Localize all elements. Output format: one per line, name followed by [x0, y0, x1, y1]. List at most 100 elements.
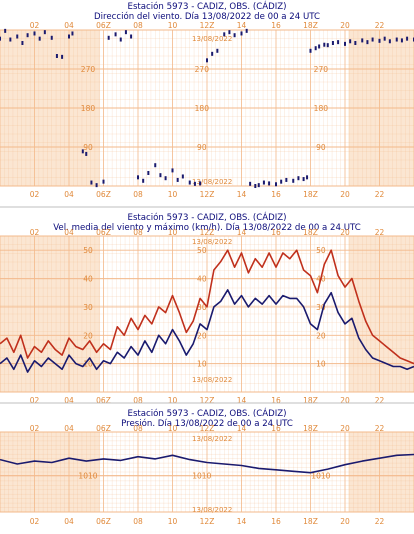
x-tick-label-bottom: 18Z — [303, 517, 318, 526]
chart-title: Estación 5973 - CADIZ, OBS. (CÁDIZ) — [128, 211, 287, 223]
x-tick-label-bottom: 04 — [64, 396, 74, 405]
y-tick-label: 10 — [197, 360, 207, 369]
x-tick-label-top: 04 — [64, 21, 74, 30]
wind-direction-point — [326, 43, 329, 48]
x-tick-label-bottom: 16 — [271, 396, 281, 405]
date-label-bottom: 13/08/2022 — [192, 376, 232, 384]
x-tick-label-top: 06Z — [96, 21, 111, 30]
x-tick-label-bottom: 08 — [133, 517, 143, 526]
wind-direction-point — [193, 181, 196, 186]
wind-direction-point — [268, 181, 271, 186]
y-tick-label: 50 — [197, 246, 207, 255]
y-tick-label: 270 — [195, 65, 210, 74]
y-tick-label: 180 — [81, 104, 96, 113]
wind-direction-point — [188, 180, 191, 185]
x-tick-label-bottom: 20 — [340, 517, 350, 526]
wind-direction-point — [306, 175, 309, 180]
date-label-bottom: 13/08/2022 — [192, 506, 232, 514]
wind-direction-point — [349, 39, 352, 44]
y-tick-label: 20 — [197, 331, 207, 340]
x-tick-label-bottom: 14 — [237, 190, 247, 199]
wind-direction-point — [114, 32, 117, 37]
y-tick-label: 180 — [195, 104, 210, 113]
wind-direction-point — [309, 48, 312, 53]
wind-direction-point — [130, 34, 133, 39]
wind-direction-point — [262, 180, 265, 185]
wind-direction-point — [4, 28, 7, 33]
series-line-max — [0, 249, 414, 365]
wind-direction-point — [292, 178, 295, 183]
wind-direction-point — [257, 183, 260, 188]
chart-panel-1: Estación 5973 - CADIZ, OBS. (CÁDIZ)Direc… — [0, 0, 414, 199]
x-tick-label-bottom: 14 — [237, 517, 247, 526]
wind-direction-point — [61, 54, 64, 59]
x-tick-label-top: 10 — [168, 21, 178, 30]
chart-subtitle: Presión. Día 13/08/2022 de 00 a 24 UTC — [121, 418, 293, 429]
x-tick-label-bottom: 08 — [133, 190, 143, 199]
wind-direction-point — [50, 35, 53, 40]
y-tick-label: 10 — [83, 360, 93, 369]
y-tick-label: 1010 — [78, 472, 97, 481]
y-tick-label: 90 — [83, 143, 93, 152]
y-tick-label: 1010 — [192, 472, 211, 481]
x-tick-label-bottom: 18Z — [303, 396, 318, 405]
x-tick-label-top: 10 — [168, 424, 178, 433]
wind-direction-point — [323, 42, 326, 47]
x-tick-label-bottom: 08 — [133, 396, 143, 405]
wind-direction-point — [181, 174, 184, 179]
wind-direction-point — [371, 37, 374, 42]
x-tick-label-top: 08 — [133, 424, 143, 433]
wind-direction-point — [26, 33, 29, 38]
y-tick-label: 30 — [83, 303, 93, 312]
wind-direction-point — [228, 30, 231, 35]
x-tick-label-bottom: 10 — [168, 517, 178, 526]
wind-direction-point — [95, 183, 98, 188]
wind-direction-point — [85, 151, 88, 156]
x-tick-label-top: 16 — [271, 21, 281, 30]
x-tick-label-top: 18Z — [303, 21, 318, 30]
x-tick-label-top: 20 — [340, 21, 350, 30]
wind-direction-point — [378, 38, 381, 43]
x-tick-label-bottom: 22 — [375, 396, 385, 405]
x-tick-label-top: 22 — [375, 21, 385, 30]
wind-direction-point — [395, 37, 398, 42]
wind-direction-point — [354, 41, 357, 45]
y-tick-label: 30 — [197, 303, 207, 312]
x-tick-label-top: 22 — [375, 228, 385, 237]
x-tick-label-bottom: 12Z — [200, 396, 215, 405]
wind-direction-point — [337, 40, 340, 45]
x-tick-label-top: 14 — [237, 21, 247, 30]
y-tick-label: 50 — [83, 246, 93, 255]
wind-direction-point — [206, 58, 208, 63]
x-tick-label-bottom: 04 — [64, 517, 74, 526]
wind-direction-point — [38, 36, 41, 41]
wind-direction-point — [249, 181, 252, 186]
wind-direction-point — [331, 41, 334, 45]
wind-direction-point — [137, 175, 139, 180]
x-tick-label-top: 04 — [64, 424, 74, 433]
x-tick-label-top: 12Z — [200, 21, 215, 30]
wind-direction-point — [314, 46, 317, 51]
x-tick-label-bottom: 02 — [30, 517, 40, 526]
wind-direction-point — [124, 30, 127, 35]
chart-title: Estación 5973 - CADIZ, OBS. (CÁDIZ) — [128, 407, 287, 419]
chart-panel-2: Estación 5973 - CADIZ, OBS. (CÁDIZ)Vel. … — [0, 211, 414, 405]
y-tick-label: 10 — [316, 360, 326, 369]
wind-direction-point — [9, 37, 12, 42]
x-tick-label-top: 08 — [133, 21, 143, 30]
wind-direction-point — [406, 36, 409, 41]
wind-direction-point — [280, 179, 283, 184]
chart-panel-3: Estación 5973 - CADIZ, OBS. (CÁDIZ)Presi… — [0, 407, 414, 526]
wind-direction-point — [285, 177, 288, 182]
wind-direction-point — [33, 31, 36, 36]
wind-direction-point — [216, 48, 219, 53]
x-tick-label-top: 08 — [133, 228, 143, 237]
y-tick-label: 30 — [316, 303, 326, 312]
wind-direction-point — [361, 38, 364, 43]
wind-direction-point — [159, 173, 162, 178]
x-tick-label-top: 02 — [30, 228, 40, 237]
y-tick-label: 40 — [83, 275, 93, 284]
wind-direction-point — [302, 177, 305, 182]
wind-direction-point — [68, 34, 70, 39]
series-line — [0, 453, 414, 474]
